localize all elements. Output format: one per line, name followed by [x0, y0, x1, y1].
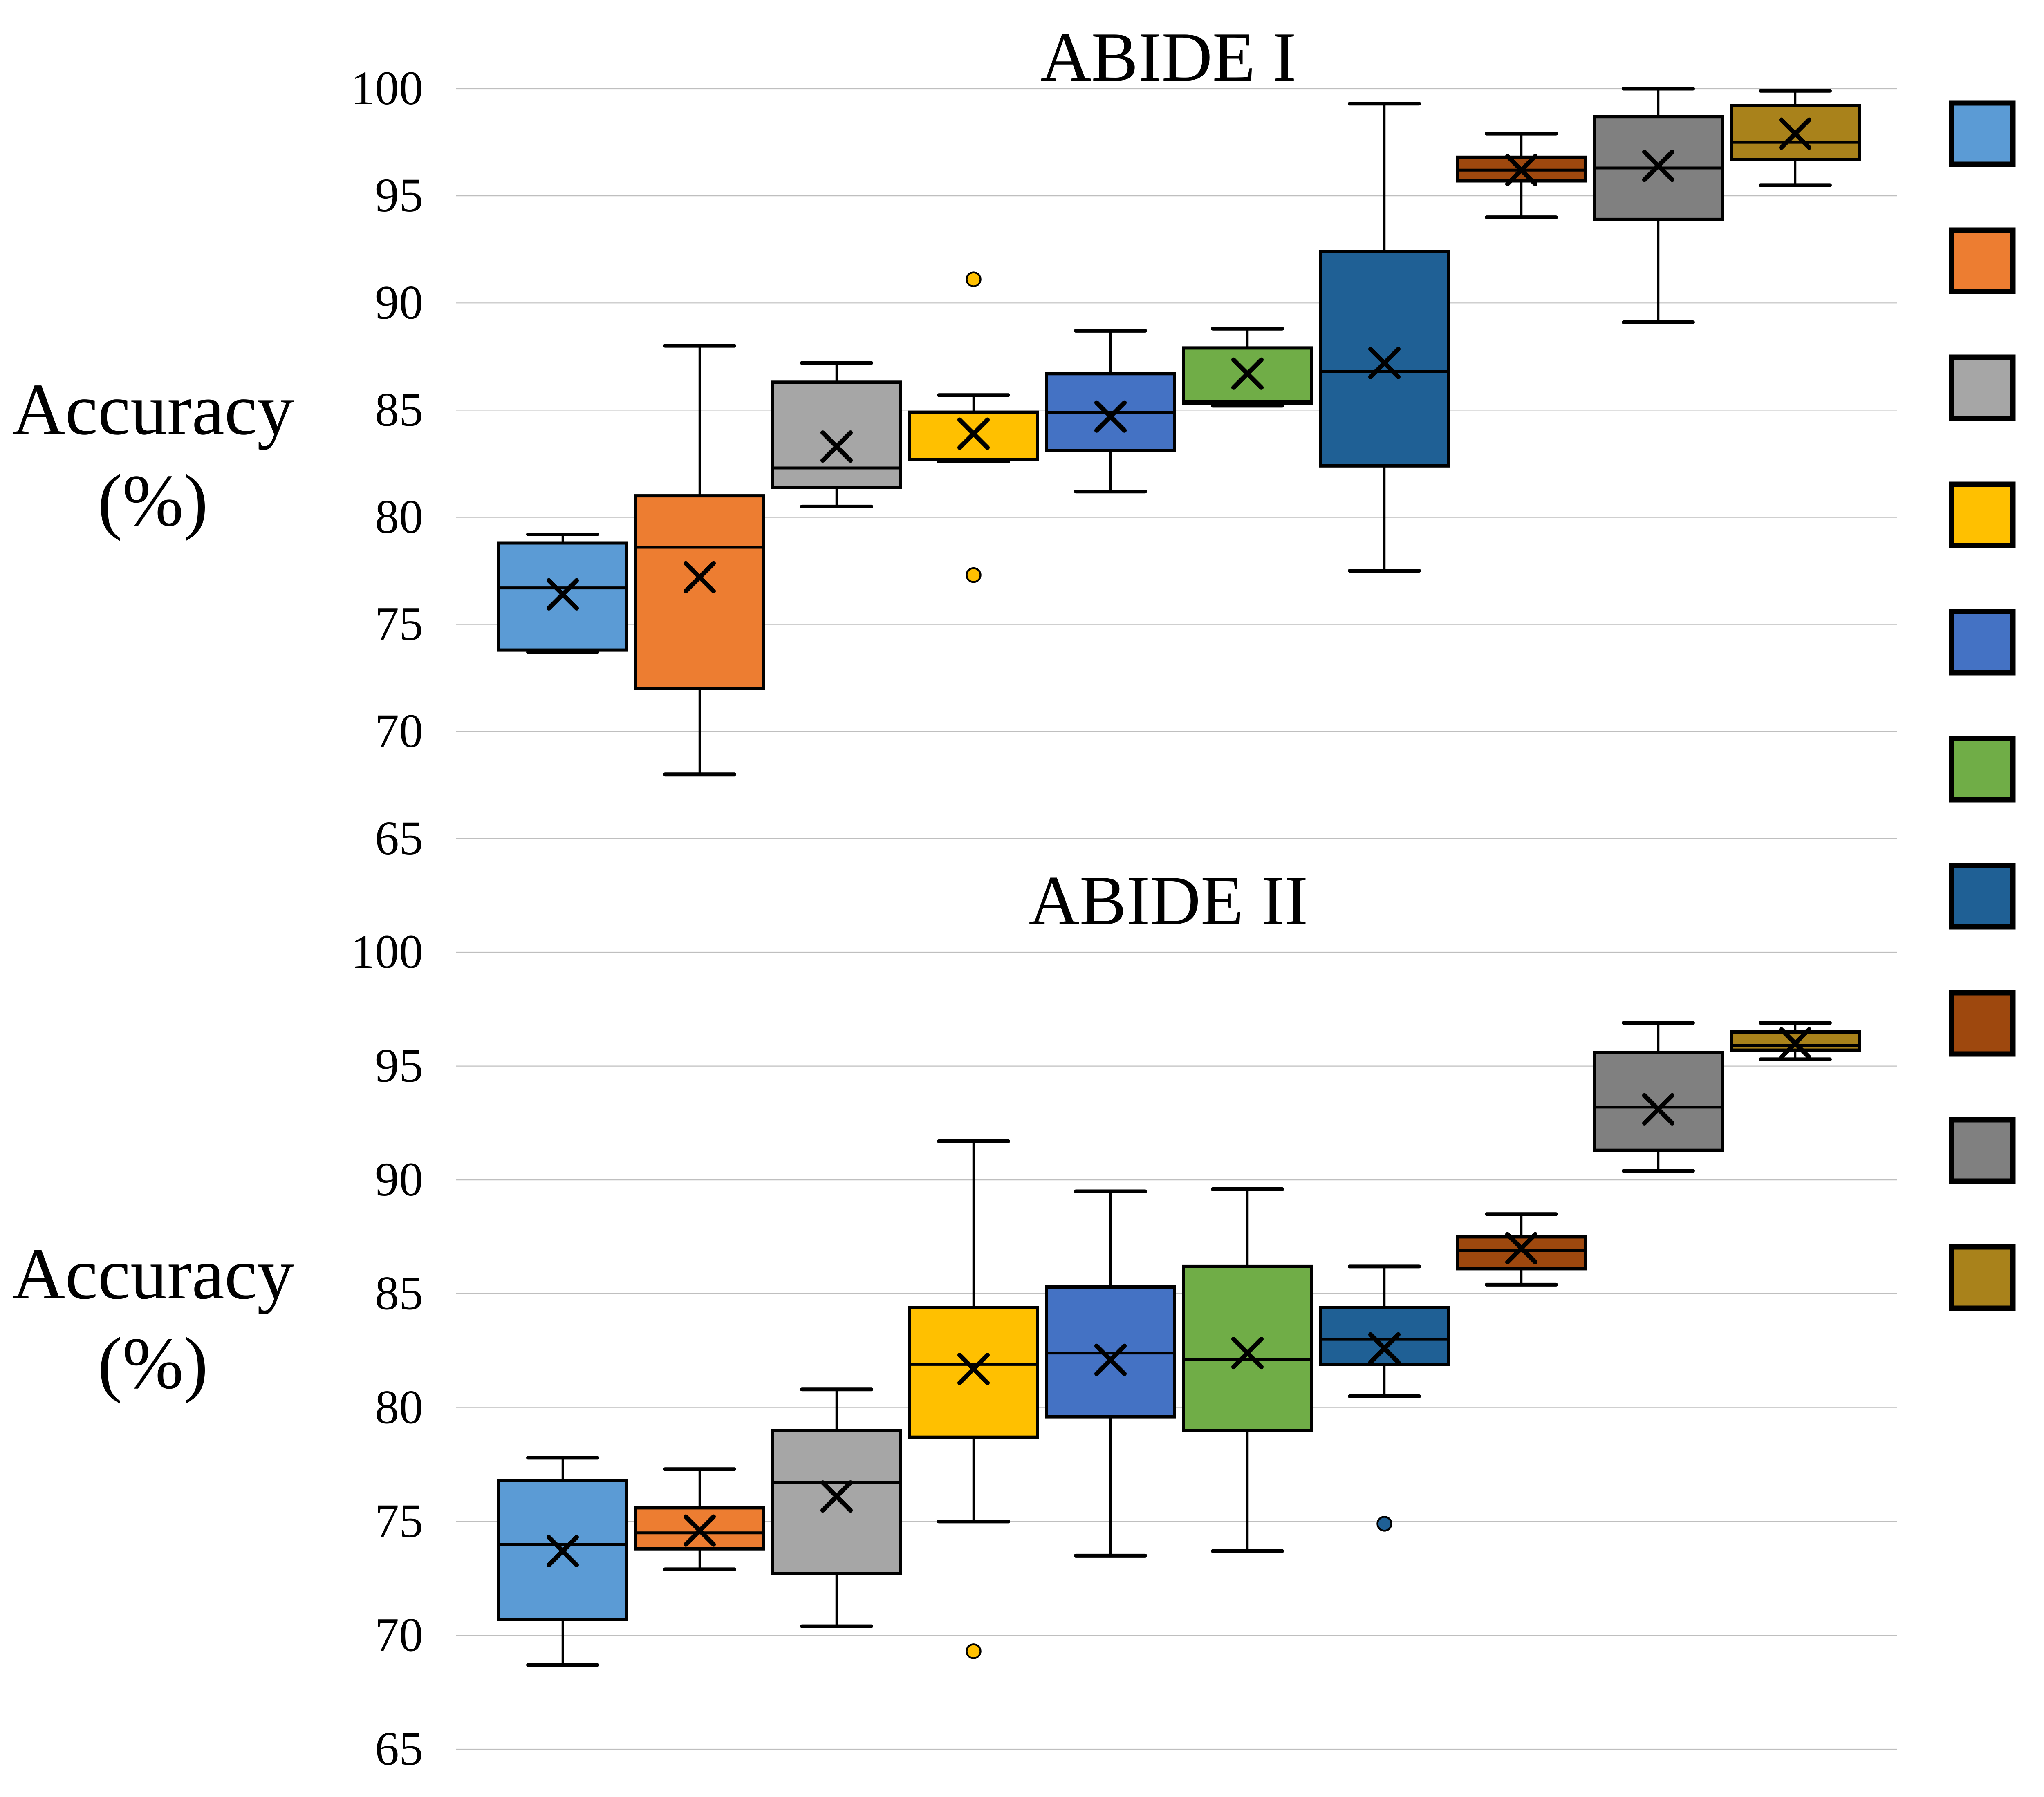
svg-text:65: 65 — [375, 1722, 423, 1775]
svg-text:(%): (%) — [98, 1323, 208, 1404]
svg-text:90: 90 — [375, 275, 423, 329]
svg-text:100: 100 — [351, 925, 423, 978]
svg-text:Accuracy: Accuracy — [12, 1233, 294, 1314]
svg-text:85: 85 — [375, 383, 423, 436]
svg-text:95: 95 — [375, 1039, 423, 1092]
svg-text:80: 80 — [375, 1380, 423, 1434]
svg-text:100: 100 — [351, 61, 423, 115]
svg-text:90: 90 — [375, 1152, 423, 1206]
svg-text:Accuracy: Accuracy — [12, 369, 294, 450]
svg-text:95: 95 — [375, 168, 423, 222]
svg-text:80: 80 — [375, 490, 423, 544]
svg-text:85: 85 — [375, 1267, 423, 1320]
svg-text:75: 75 — [375, 1494, 423, 1548]
svg-text:ABIDE II: ABIDE II — [1029, 862, 1308, 940]
svg-text:70: 70 — [375, 1608, 423, 1661]
svg-text:(%): (%) — [98, 460, 208, 541]
svg-text:65: 65 — [375, 811, 423, 865]
svg-text:ABIDE I: ABIDE I — [1040, 18, 1296, 96]
svg-text:70: 70 — [375, 704, 423, 758]
svg-text:75: 75 — [375, 597, 423, 651]
